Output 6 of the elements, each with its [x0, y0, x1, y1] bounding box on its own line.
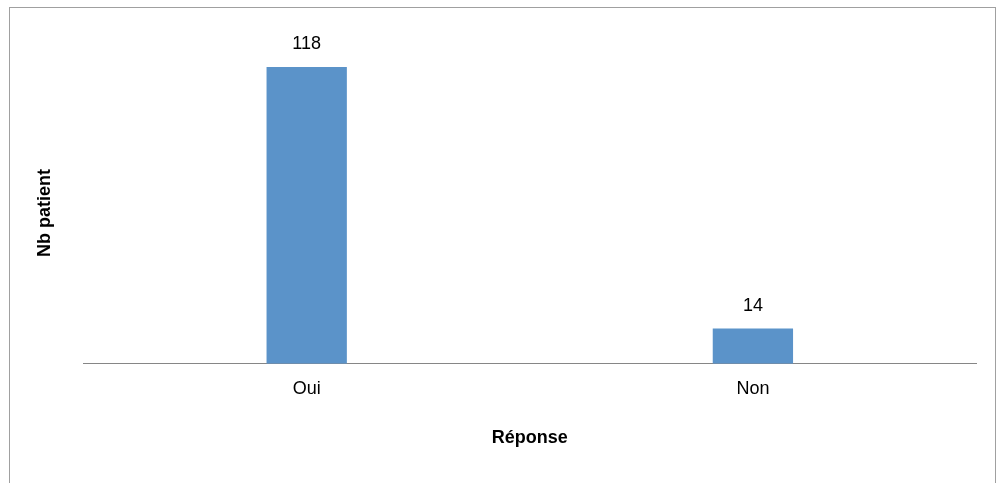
y-axis-title: Nb patient	[33, 168, 54, 257]
data-label: 14	[742, 294, 763, 315]
x-tick-label: Oui	[292, 377, 321, 398]
data-label: 118	[292, 33, 322, 53]
x-axis-title: Réponse	[491, 427, 568, 448]
x-tick-label: Non	[736, 377, 770, 398]
